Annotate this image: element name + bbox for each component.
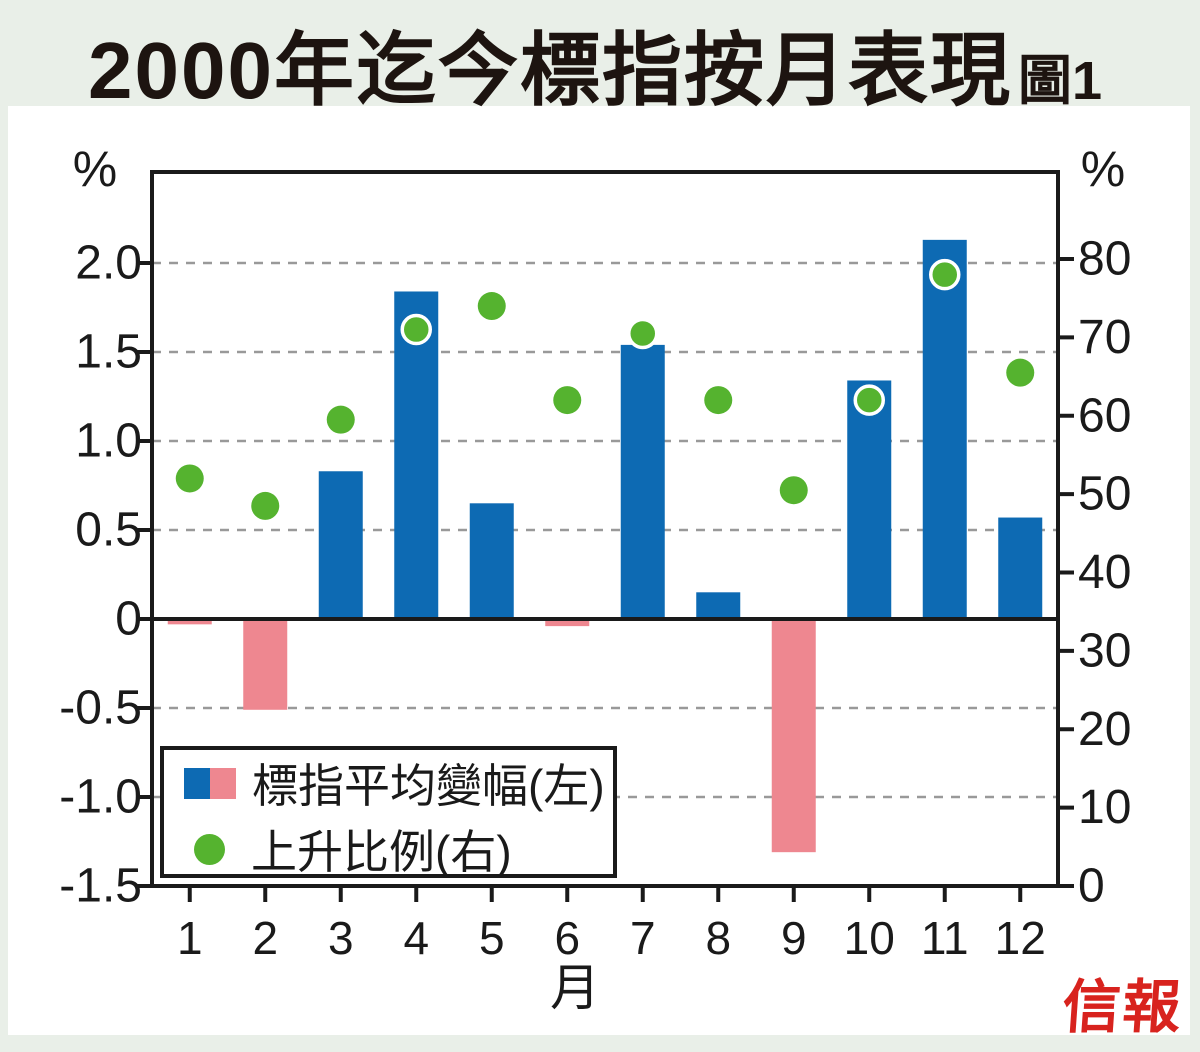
dot-month-12 bbox=[1006, 358, 1035, 387]
x-tick-label-month-8: 8 bbox=[705, 912, 731, 964]
brand-logo: 信報 bbox=[1060, 973, 1186, 1041]
negative-bar-swatch bbox=[210, 767, 236, 799]
x-tick-label-month-5: 5 bbox=[479, 912, 505, 964]
dot-month-10 bbox=[853, 384, 885, 416]
figure-number-label: 圖1 bbox=[1018, 51, 1103, 111]
left-axis-tick-label: 1.0 bbox=[75, 415, 142, 468]
x-tick-label-month-12: 12 bbox=[995, 912, 1046, 964]
bar-month-5 bbox=[469, 503, 514, 619]
dot-month-1 bbox=[175, 464, 204, 493]
chart-panel bbox=[8, 106, 1190, 1035]
legend-box: 標指平均變幅(左) 上升比例(右) bbox=[160, 746, 617, 878]
legend-item-label: 上升比例(右) bbox=[251, 826, 512, 878]
x-tick-label-month-4: 4 bbox=[403, 912, 429, 964]
bar-month-1 bbox=[167, 619, 212, 625]
bar-month-11 bbox=[922, 239, 967, 620]
legend-item-label: 標指平均變幅(左) bbox=[252, 760, 605, 812]
left-axis-tick-label: 2.0 bbox=[75, 237, 142, 290]
dot-month-8 bbox=[704, 386, 733, 415]
dot-legend-swatch bbox=[194, 833, 225, 865]
bar-month-4 bbox=[394, 291, 439, 619]
dot-month-2 bbox=[251, 491, 280, 520]
right-axis-unit-label: % bbox=[1080, 141, 1126, 197]
legend-item-dots: 上升比例(右) bbox=[184, 816, 613, 882]
bar-month-7 bbox=[620, 344, 665, 619]
left-axis-tick-label: 0 bbox=[115, 593, 142, 646]
bar-month-9 bbox=[771, 619, 816, 853]
right-axis-tick-label: 70 bbox=[1078, 311, 1131, 364]
right-axis-tick-label: 30 bbox=[1078, 624, 1131, 677]
x-tick-label-month-6: 6 bbox=[554, 912, 580, 964]
x-tick-label-month-3: 3 bbox=[328, 912, 354, 964]
left-axis-tick-label: 0.5 bbox=[75, 504, 142, 557]
dot-month-11 bbox=[929, 258, 961, 291]
x-tick-label-month-9: 9 bbox=[781, 912, 807, 964]
left-axis-tick-label: 1.5 bbox=[75, 326, 142, 379]
right-axis-tick-label: 20 bbox=[1078, 703, 1131, 756]
bar-month-6 bbox=[545, 619, 590, 627]
right-axis-tick-label: 0 bbox=[1078, 860, 1105, 913]
dot-month-4 bbox=[400, 313, 432, 346]
right-axis-tick-label: 50 bbox=[1078, 468, 1131, 521]
dot-month-5 bbox=[477, 292, 506, 321]
x-tick-label-month-10: 10 bbox=[844, 912, 895, 964]
positive-bar-swatch bbox=[184, 767, 210, 799]
right-axis-tick-label: 60 bbox=[1078, 389, 1131, 442]
left-axis-unit-label: % bbox=[72, 141, 118, 197]
dot-month-7 bbox=[627, 317, 659, 350]
right-axis-tick-label: 10 bbox=[1078, 781, 1131, 834]
bar-month-8 bbox=[696, 592, 741, 619]
x-tick-label-month-2: 2 bbox=[252, 912, 278, 964]
right-axis-tick-label: 80 bbox=[1078, 233, 1131, 286]
bar-legend-swatch bbox=[184, 767, 236, 799]
bar-month-2 bbox=[243, 619, 288, 710]
bar-month-10 bbox=[847, 380, 892, 619]
dot-month-6 bbox=[553, 386, 582, 415]
legend-item-bars: 標指平均變幅(左) bbox=[184, 750, 613, 816]
bar-month-12 bbox=[998, 517, 1043, 619]
x-tick-label-month-11: 11 bbox=[921, 912, 969, 964]
x-tick-label-month-1: 1 bbox=[177, 912, 203, 964]
left-axis-tick-label: -1.0 bbox=[59, 771, 142, 824]
x-axis-title: 月 bbox=[550, 960, 600, 1016]
chart-title: 2000年迄今標指按月表現 bbox=[88, 26, 1012, 115]
left-axis-tick-label: -0.5 bbox=[59, 682, 142, 735]
bar-month-3 bbox=[318, 471, 363, 619]
right-axis-tick-label: 40 bbox=[1078, 546, 1131, 599]
x-tick-label-month-7: 7 bbox=[630, 912, 656, 964]
left-axis-tick-label: -1.5 bbox=[59, 860, 142, 913]
dot-month-3 bbox=[326, 405, 355, 434]
dot-month-9 bbox=[779, 476, 808, 505]
